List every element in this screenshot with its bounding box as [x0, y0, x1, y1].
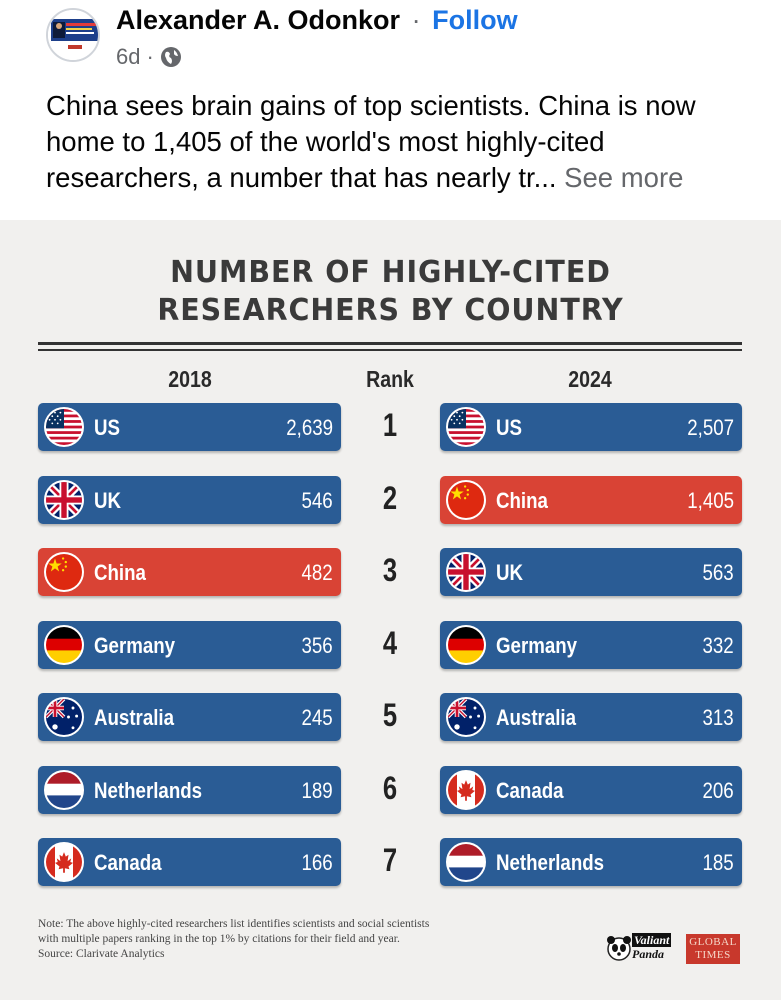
logo-panda-word: Panda	[632, 947, 665, 961]
logo-valiant-word: Valiant	[632, 933, 672, 947]
valiant-panda-logo: Valiant Panda	[606, 932, 678, 964]
globe-icon[interactable]	[160, 46, 182, 68]
netherlands-flag-icon	[44, 770, 84, 810]
see-more-link[interactable]: See more	[564, 162, 684, 193]
country-name: Netherlands	[496, 850, 605, 875]
researcher-count: 332	[702, 633, 734, 658]
germany-flag-icon	[446, 625, 486, 665]
australia-flag-icon	[44, 697, 84, 737]
china-flag-icon	[44, 552, 84, 592]
rank-number: 1	[382, 407, 398, 443]
logo-global-word: GLOBAL	[689, 936, 737, 948]
bar-left-germany: Germany 356	[38, 621, 341, 669]
rank-number: 7	[382, 842, 398, 878]
avatar-image	[48, 10, 98, 60]
bar-right-uk: UK 563	[440, 548, 742, 596]
researcher-count: 482	[301, 560, 333, 585]
bar-right-germany: Germany 332	[440, 621, 742, 669]
canada-flag-icon	[446, 770, 486, 810]
uk-flag-icon	[44, 480, 84, 520]
country-name: China	[496, 488, 548, 513]
researcher-count: 185	[702, 850, 734, 875]
country-name: Australia	[496, 705, 577, 730]
infographic-image[interactable]: NUMBER OF HIGHLY-CITED RESEARCHERS BY CO…	[0, 220, 781, 1000]
source-note: Note: The above highly-cited researchers…	[38, 917, 558, 962]
logo-times-word: TIMES	[695, 949, 731, 961]
bar-right-china: China 1,405	[440, 476, 742, 524]
author-avatar[interactable]	[46, 8, 100, 62]
rank-number: 6	[382, 770, 398, 806]
country-name: Canada	[94, 850, 162, 875]
follow-button[interactable]: Follow	[432, 5, 518, 35]
post-header: Alexander A. Odonkor · Follow 6d · China…	[0, 0, 781, 220]
note-line-1: Note: The above highly-cited researchers…	[38, 918, 430, 930]
researcher-count: 206	[702, 778, 734, 803]
rank-number: 4	[382, 625, 398, 661]
country-name: Netherlands	[94, 778, 203, 803]
author-line: Alexander A. Odonkor · Follow	[116, 4, 518, 36]
panda-icon	[607, 936, 631, 961]
separator-dot: ·	[411, 5, 421, 35]
country-name: China	[94, 560, 146, 585]
researcher-count: 166	[301, 850, 333, 875]
researcher-count: 2,507	[687, 415, 734, 440]
rank-number: 3	[382, 552, 398, 588]
header-rank: Rank	[366, 366, 414, 392]
bar-right-australia: Australia 313	[440, 693, 742, 741]
header-2018: 2018	[168, 366, 212, 392]
infographic-title: NUMBER OF HIGHLY-CITED RESEARCHERS BY CO…	[20, 254, 762, 330]
global-times-logo: GLOBAL TIMES	[686, 934, 740, 964]
post-time[interactable]: 6d	[116, 44, 141, 69]
bar-left-netherlands: Netherlands 189	[38, 766, 341, 814]
post-text: China sees brain gains of top scientists…	[46, 90, 696, 193]
researcher-count: 1,405	[687, 488, 734, 513]
bar-right-netherlands: Netherlands 185	[440, 838, 742, 886]
country-name: UK	[496, 560, 524, 585]
post-meta: 6d ·	[116, 44, 182, 70]
bar-right-us: US 2,507	[440, 403, 742, 451]
bar-left-china: China 482	[38, 548, 341, 596]
researcher-count: 563	[702, 560, 734, 585]
australia-flag-icon	[446, 697, 486, 737]
bar-left-uk: UK 546	[38, 476, 341, 524]
researcher-count: 546	[301, 488, 333, 513]
germany-flag-icon	[44, 625, 84, 665]
bar-left-australia: Australia 245	[38, 693, 341, 741]
meta-dot: ·	[146, 44, 154, 69]
valiant-panda-text: Valiant Panda	[632, 933, 672, 961]
netherlands-flag-icon	[446, 842, 486, 882]
us-flag-icon	[44, 407, 84, 447]
canada-flag-icon	[44, 842, 84, 882]
author-name[interactable]: Alexander A. Odonkor	[116, 5, 401, 35]
researcher-count: 313	[702, 705, 734, 730]
post-body: China sees brain gains of top scientists…	[46, 88, 746, 196]
bar-left-canada: Canada 166	[38, 838, 341, 886]
uk-flag-icon	[446, 552, 486, 592]
researcher-count: 189	[301, 778, 333, 803]
header-2024: 2024	[568, 366, 612, 392]
researcher-count: 2,639	[286, 415, 333, 440]
title-rule-bottom	[38, 349, 742, 351]
rank-number: 2	[382, 480, 398, 516]
bar-right-canada: Canada 206	[440, 766, 742, 814]
us-flag-icon	[446, 407, 486, 447]
bar-left-us: US 2,639	[38, 403, 341, 451]
note-line-3: Source: Clarivate Analytics	[38, 948, 165, 960]
researcher-count: 356	[301, 633, 333, 658]
researcher-count: 245	[301, 705, 333, 730]
note-line-2: with multiple papers ranking in the top …	[38, 933, 400, 945]
rank-number: 5	[382, 697, 398, 733]
country-name: US	[496, 415, 522, 440]
country-name: UK	[94, 488, 122, 513]
country-name: Canada	[496, 778, 564, 803]
title-rule-top	[38, 342, 742, 345]
country-name: Germany	[496, 633, 578, 658]
country-name: US	[94, 415, 120, 440]
country-name: Germany	[94, 633, 176, 658]
title-line-1: NUMBER OF HIGHLY-CITED	[170, 255, 611, 290]
country-name: Australia	[94, 705, 175, 730]
title-line-2: RESEARCHERS BY COUNTRY	[157, 293, 624, 328]
china-flag-icon	[446, 480, 486, 520]
